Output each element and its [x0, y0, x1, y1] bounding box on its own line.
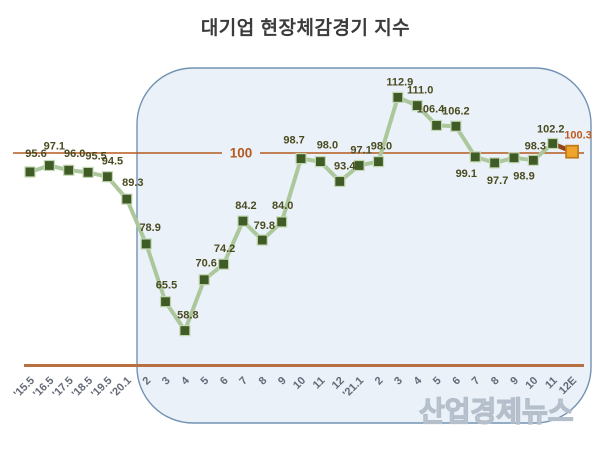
data-point-label: 97.7: [487, 175, 508, 187]
data-point-label: 100.3: [564, 130, 592, 142]
x-tick-label: '19.5: [89, 375, 114, 400]
data-point-label: 93.4: [334, 160, 356, 172]
data-point-marker: [121, 193, 133, 205]
data-point-marker: [334, 175, 346, 188]
data-point-marker: [411, 99, 423, 112]
data-point-label: 74.2: [214, 243, 235, 255]
series-line: [28, 95, 555, 333]
data-point-marker: [527, 154, 539, 166]
data-point-marker: [489, 157, 501, 169]
data-point-label: 95.5: [85, 150, 106, 162]
data-point-label: 78.9: [139, 222, 160, 234]
data-point-marker: [469, 151, 481, 163]
x-tick-label: '20.1: [108, 375, 133, 400]
data-point-label: 98.9: [513, 171, 534, 183]
data-point-marker-estimate: [565, 144, 579, 159]
data-point-marker: [295, 153, 307, 165]
data-point-marker: [43, 159, 55, 172]
data-point-marker: [179, 324, 191, 337]
data-point-marker: [314, 156, 326, 168]
data-point-label: 98.7: [283, 135, 304, 147]
data-point-marker: [450, 120, 462, 132]
data-point-label: 65.5: [156, 280, 177, 292]
data-point-label: 58.8: [177, 310, 198, 322]
data-point-marker: [372, 156, 385, 168]
data-point-label: 70.6: [196, 258, 217, 270]
data-point-label: 102.2: [537, 124, 565, 136]
data-point-label: 98.0: [317, 140, 338, 152]
plot-area-panel: [136, 67, 592, 424]
data-point-marker: [430, 119, 443, 132]
data-point-label: 97.1: [350, 144, 371, 156]
data-point-marker: [256, 234, 268, 246]
x-tick-label: '18.5: [70, 375, 95, 400]
chart-title: 대기업 현장체감경기 지수: [200, 18, 411, 39]
data-point-marker: [24, 166, 36, 178]
data-point-marker: [508, 152, 520, 164]
data-point-marker: [218, 258, 230, 270]
data-point-marker: [392, 91, 404, 104]
data-point-marker: [198, 274, 210, 286]
data-point-label: 111.0: [407, 85, 433, 97]
data-point-marker: [140, 238, 152, 250]
data-point-marker: [237, 215, 249, 227]
data-point-label: 106.2: [442, 105, 470, 117]
data-point-label: 95.6: [25, 148, 46, 160]
data-point-marker: [82, 166, 94, 178]
watermark-text: 산업경제뉴스: [418, 395, 574, 427]
data-point-label: 96.0: [64, 148, 85, 160]
data-point-marker: [353, 159, 365, 172]
data-point-label: 106.4: [417, 103, 445, 115]
data-point-label: 84.0: [272, 200, 293, 212]
data-point-label: 99.1: [456, 168, 477, 180]
x-tick-label: '15.5: [12, 375, 37, 400]
data-point-label: 112.9: [386, 76, 413, 88]
data-point-label: 98.0: [371, 141, 392, 153]
x-tick-label: '16.5: [31, 375, 56, 400]
data-point-label: 89.3: [122, 177, 143, 189]
data-point-label: 84.2: [235, 200, 256, 212]
data-point-label: 94.5: [102, 156, 123, 168]
data-point-marker: [159, 296, 172, 308]
data-point-marker: [547, 137, 559, 150]
data-point-marker: [63, 164, 75, 176]
reference-line-label: 100: [230, 146, 253, 161]
data-point-marker: [101, 171, 114, 183]
data-point-label: 79.8: [254, 220, 275, 232]
data-point-label: 97.1: [44, 140, 65, 152]
x-tick-label: '17.5: [50, 375, 75, 400]
data-point-marker: [276, 216, 288, 228]
data-point-label: 98.3: [525, 140, 546, 152]
